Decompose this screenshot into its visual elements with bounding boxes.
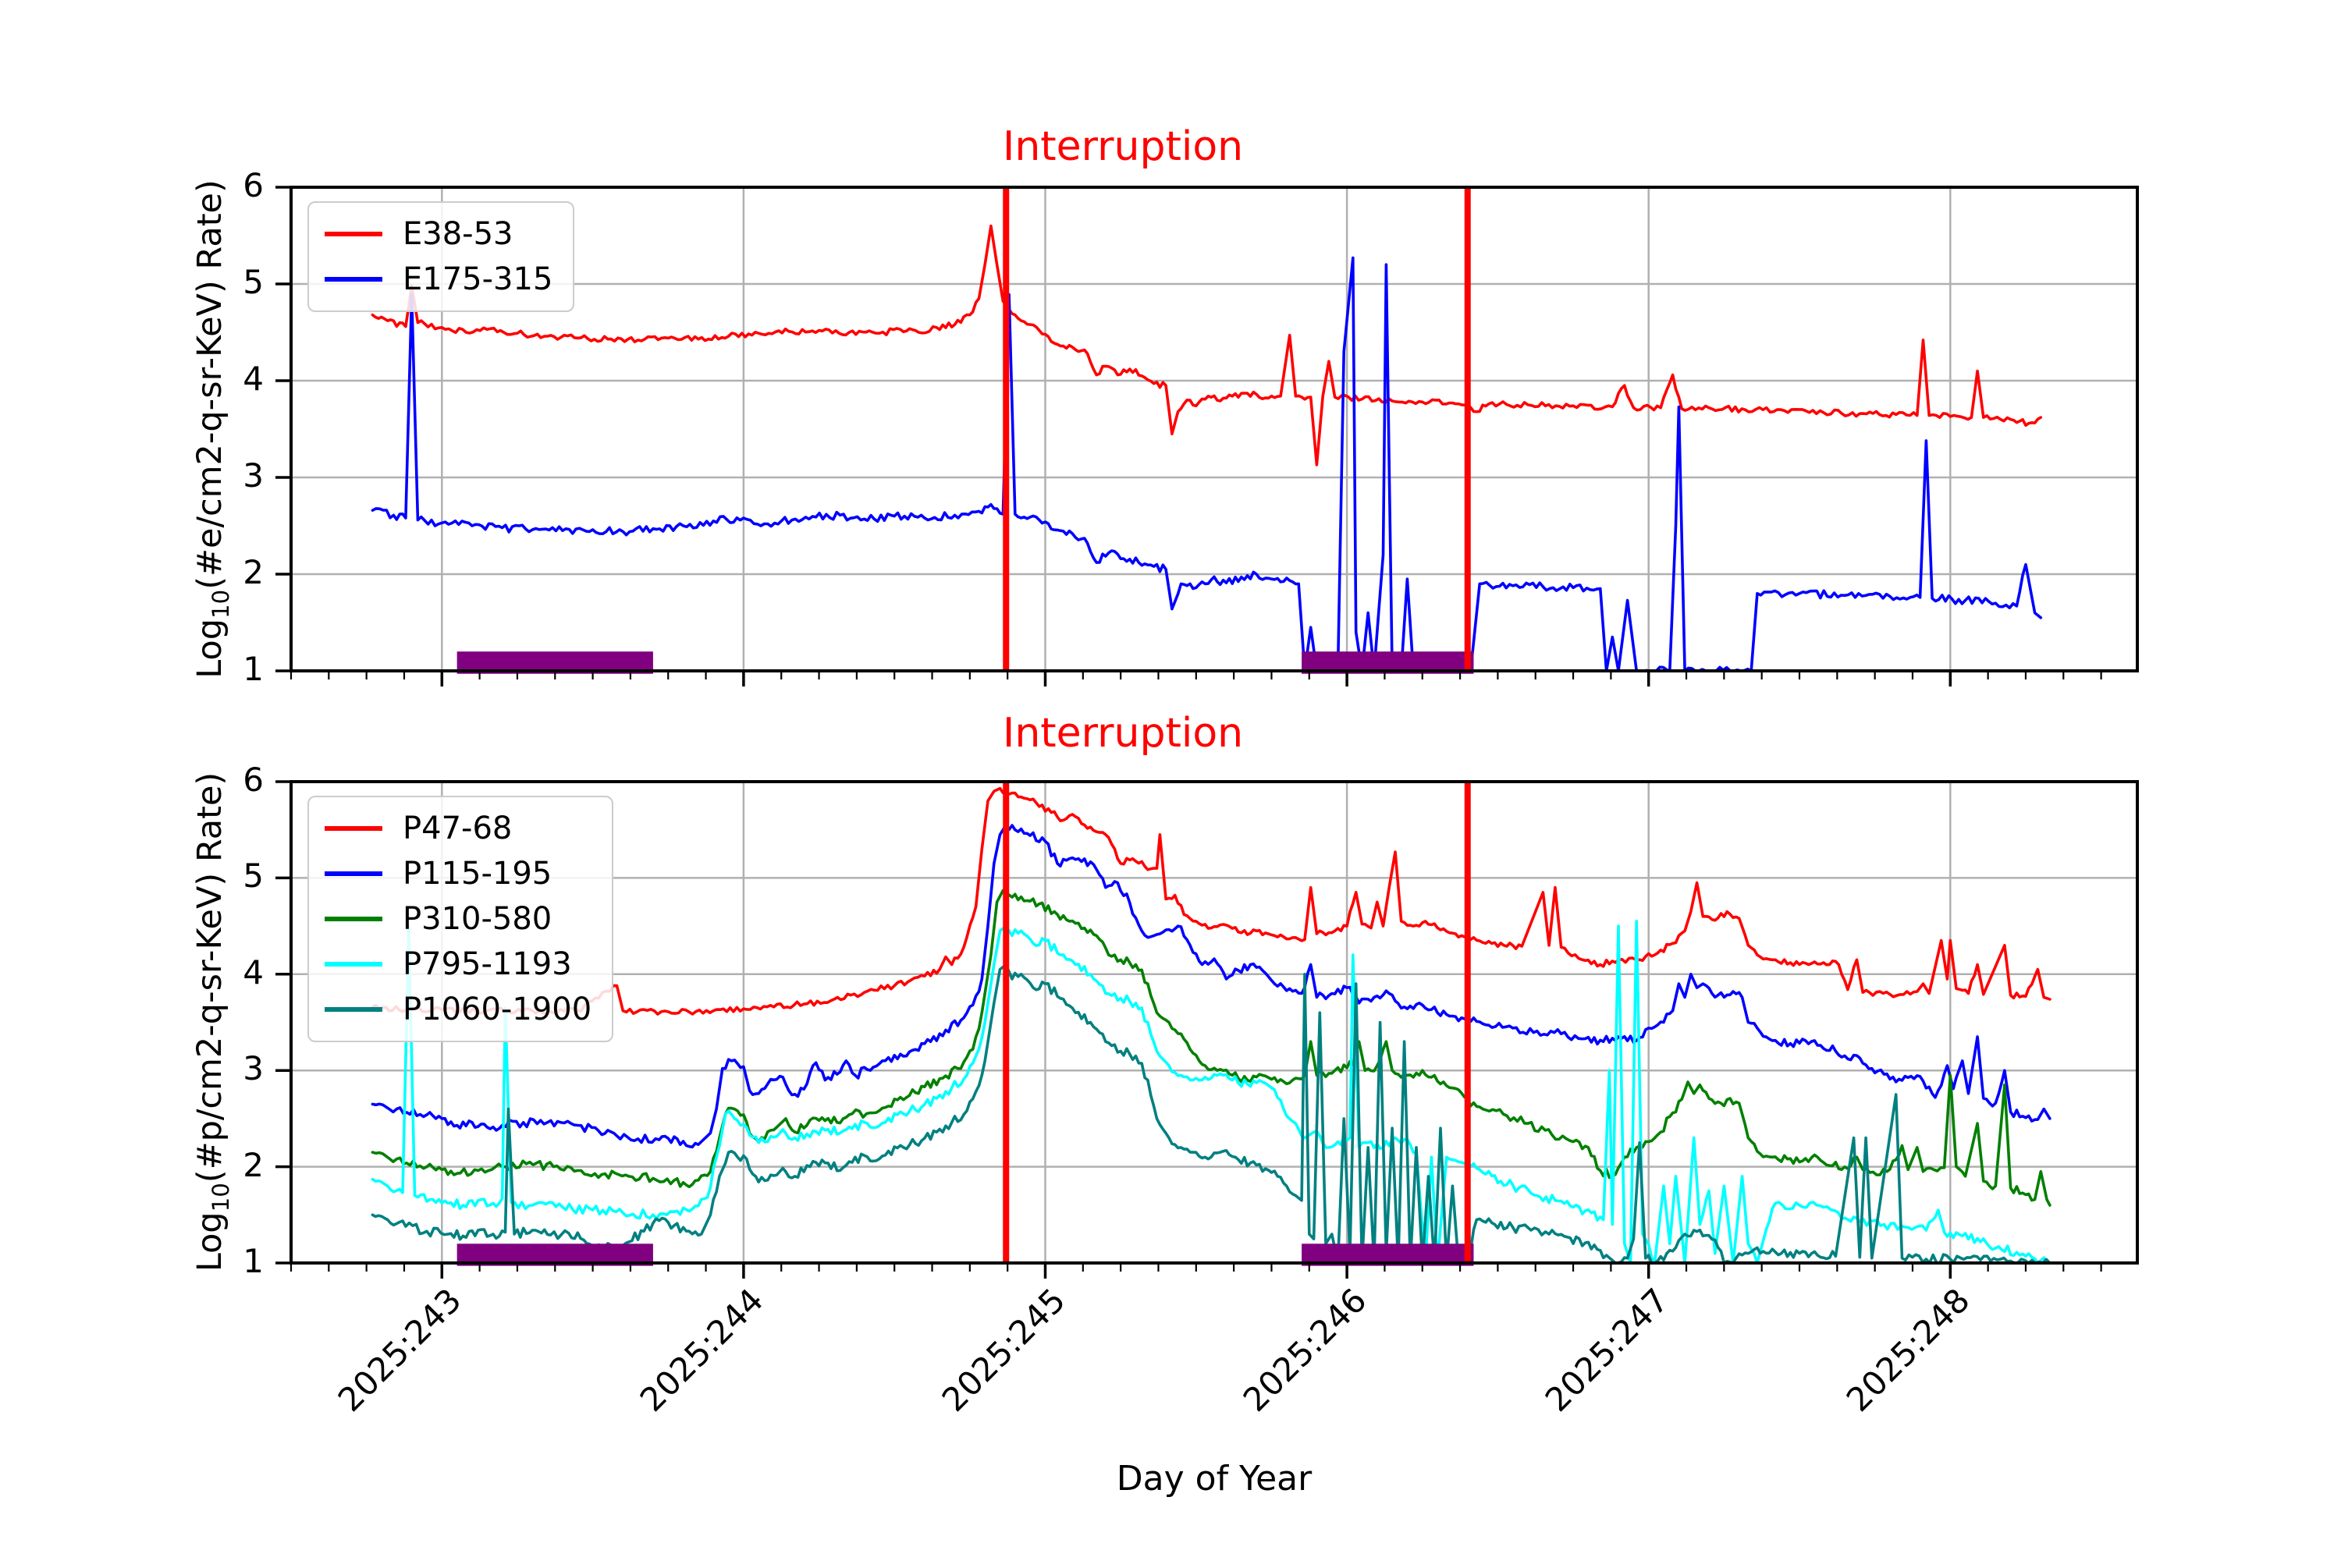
legend-swatch-icon <box>325 232 382 236</box>
legend-row: P115-195 <box>325 853 591 894</box>
axes-spines <box>290 780 2139 1265</box>
y-tick-label: 6 <box>243 166 264 204</box>
y-tick-label: 1 <box>243 1242 264 1280</box>
legend-swatch-icon <box>325 917 382 921</box>
legend-electron-panel: E38-53 E175-315 <box>307 201 575 312</box>
series-line-P310-580 <box>371 889 2051 1207</box>
legend-label: E175-315 <box>403 261 553 297</box>
legend-row: E175-315 <box>325 259 552 300</box>
tick-marks <box>275 780 2102 1279</box>
gridlines <box>291 187 2137 671</box>
y-tick-label: 2 <box>243 553 264 591</box>
panel-1-ylabel-sub: 10 <box>207 1183 234 1212</box>
tick-marks <box>275 186 2102 686</box>
legend-label: P1060-1900 <box>403 992 592 1027</box>
series-line-P47-68 <box>371 786 2051 1016</box>
series-line-E175-315 <box>371 256 2043 671</box>
panel-electron-panel <box>275 186 2139 686</box>
y-tick-label: 6 <box>243 761 264 799</box>
legend-swatch-icon <box>325 277 382 282</box>
legend-swatch-icon <box>325 826 382 831</box>
y-tick-label: 3 <box>243 1049 264 1088</box>
panel-proton-panel <box>275 780 2139 1279</box>
series-group <box>371 224 2043 671</box>
legend-label: P795-1193 <box>403 946 572 982</box>
legend-row: E38-53 <box>325 214 552 254</box>
series-line-P795-1193 <box>371 920 2051 1263</box>
panel-0-ylabel-sub: 10 <box>207 589 234 619</box>
legend-proton-panel: P47-68 P115-195 P310-580 P795-1193 P1060-190… <box>307 796 614 1042</box>
y-tick-label: 5 <box>243 857 264 896</box>
series-line-P1060-1900 <box>371 963 2051 1263</box>
interruption-vlines <box>1003 187 1471 671</box>
panel-1-ylabel: Log10(#p/cm2-q-sr-KeV) Rate) <box>190 772 234 1272</box>
series-line-P115-195 <box>371 823 2051 1149</box>
series-group <box>371 786 2051 1263</box>
panel-0-ylabel: Log10(#e/cm2-q-sr-KeV) Rate) <box>190 179 234 679</box>
panel-1-title: Interruption <box>1003 710 1244 757</box>
legend-swatch-icon <box>325 1007 382 1012</box>
legend-swatch-icon <box>325 962 382 967</box>
legend-row: P795-1193 <box>325 944 591 984</box>
xaxis-label: Day of Year <box>1116 1459 1313 1499</box>
legend-swatch-icon <box>325 871 382 876</box>
legend-row: P47-68 <box>325 808 591 849</box>
y-tick-label: 2 <box>243 1145 264 1184</box>
y-tick-label: 3 <box>243 456 264 495</box>
legend-label: P115-195 <box>403 856 552 892</box>
panel-0-title: Interruption <box>1003 123 1244 170</box>
interruption-vlines <box>1003 782 1471 1263</box>
y-tick-label: 4 <box>243 953 264 992</box>
legend-row: P1060-1900 <box>325 989 591 1030</box>
legend-label: P310-580 <box>403 901 552 937</box>
legend-label: P47-68 <box>403 811 513 846</box>
legend-row: P310-580 <box>325 899 591 939</box>
axes-spines <box>290 186 2139 672</box>
y-tick-label: 1 <box>243 650 264 688</box>
legend-label: E38-53 <box>403 216 513 252</box>
series-line-E38-53 <box>371 224 2043 466</box>
y-tick-label: 5 <box>243 263 264 301</box>
y-tick-label: 4 <box>243 360 264 398</box>
